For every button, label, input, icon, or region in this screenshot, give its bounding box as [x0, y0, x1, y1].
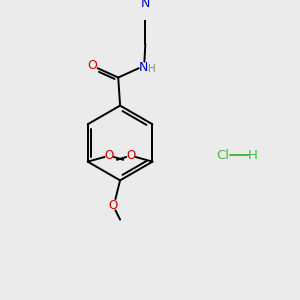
Text: H: H	[148, 64, 156, 74]
Text: O: O	[105, 148, 114, 162]
Text: O: O	[126, 148, 136, 162]
Text: O: O	[87, 59, 97, 72]
Text: Cl: Cl	[216, 148, 230, 162]
Text: N: N	[141, 0, 150, 10]
Text: N: N	[139, 61, 148, 74]
Text: H: H	[248, 148, 258, 162]
Text: O: O	[108, 199, 117, 212]
